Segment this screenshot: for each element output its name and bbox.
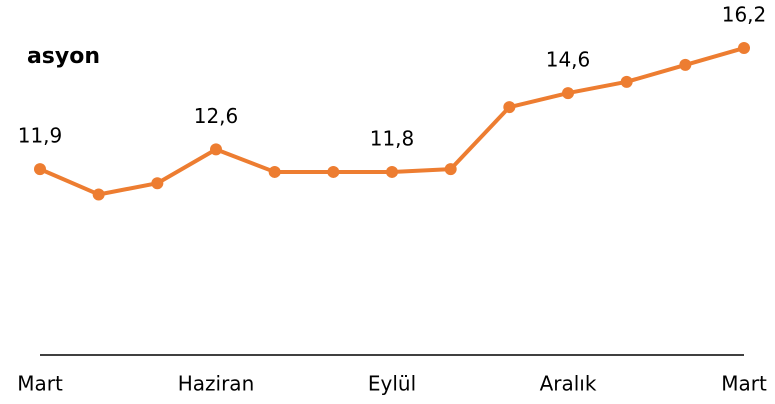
- data-label: 16,2: [722, 3, 767, 27]
- point: [444, 163, 457, 176]
- chart-title: asyon: [27, 44, 100, 69]
- x-tick-label: Aralık: [540, 372, 597, 396]
- data-label: 11,8: [370, 126, 415, 150]
- data-label: 14,6: [546, 48, 591, 72]
- point: [620, 75, 633, 88]
- point: [562, 87, 574, 100]
- data-label: 12,6: [194, 104, 239, 128]
- x-tick-label: Mart: [721, 372, 767, 396]
- point: [151, 177, 164, 190]
- point: [327, 165, 340, 178]
- point: [92, 188, 105, 201]
- point: [386, 165, 398, 178]
- point: [738, 42, 750, 55]
- point: [679, 58, 692, 71]
- x-tick-label: Mart: [17, 372, 63, 396]
- point: [268, 165, 281, 178]
- point: [34, 163, 46, 176]
- x-tick-label: Haziran: [178, 372, 255, 396]
- point: [503, 101, 516, 114]
- x-tick-label: Eylül: [368, 372, 416, 396]
- data-label: 11,9: [18, 124, 63, 148]
- point: [210, 143, 222, 156]
